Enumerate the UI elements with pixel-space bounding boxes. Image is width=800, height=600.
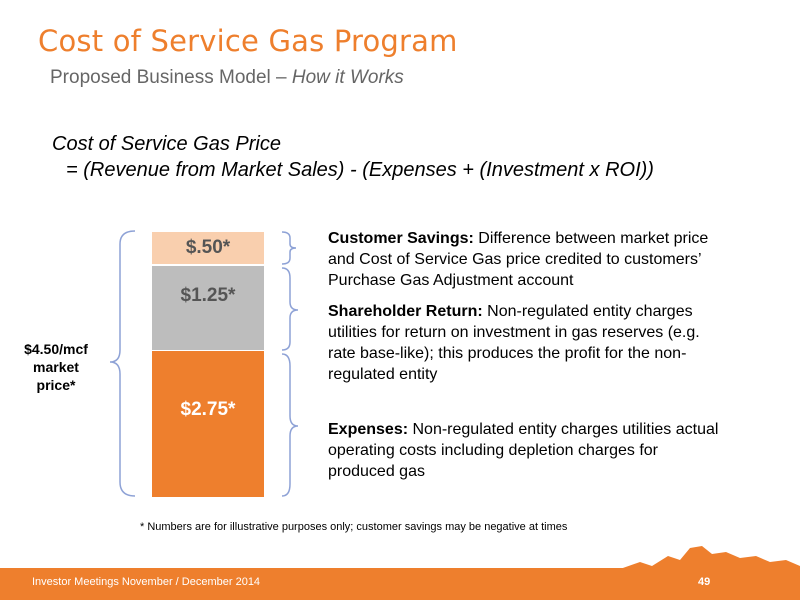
- expenses-text: Non-regulated entity charges utilities a…: [328, 421, 719, 480]
- expenses-value: $2.75*: [180, 399, 236, 420]
- bar-segment-savings: $.50*: [152, 232, 264, 264]
- return-brace: [281, 267, 299, 351]
- savings-heading: Customer Savings:: [328, 230, 474, 247]
- subtitle-main: Proposed Business Model –: [50, 67, 292, 88]
- formula-line-1: Cost of Service Gas Price: [52, 133, 281, 155]
- savings-description: Customer Savings: Difference between mar…: [328, 228, 728, 291]
- footer-text: Investor Meetings November / December 20…: [32, 576, 261, 588]
- savings-brace: [281, 231, 297, 265]
- formula-line-2: = (Revenue from Market Sales) - (Expense…: [66, 159, 654, 181]
- savings-text: Difference between market price and Cost…: [328, 230, 709, 289]
- return-description: Shareholder Return: Non-regulated entity…: [328, 301, 728, 385]
- footer-mountain-decoration: [620, 546, 800, 569]
- savings-value: $.50*: [185, 237, 231, 258]
- bar-segment-expenses: $2.75*: [152, 351, 264, 497]
- return-heading: Shareholder Return:: [328, 303, 483, 320]
- expenses-description: Expenses: Non-regulated entity charges u…: [328, 419, 728, 482]
- slide-subtitle: Proposed Business Model – How it Works: [50, 67, 404, 89]
- page-number: 49: [698, 576, 711, 588]
- subtitle-italic: How it Works: [291, 67, 404, 88]
- expenses-brace: [281, 353, 299, 497]
- left-brace: [109, 230, 136, 497]
- expenses-heading: Expenses:: [328, 421, 409, 438]
- bar-segment-return: $1.25*: [152, 266, 264, 350]
- return-value: $1.25*: [180, 285, 236, 306]
- return-text: Non-regulated entity charges utilities f…: [328, 303, 700, 383]
- market-price-label: $4.50/mcf market price*: [24, 341, 88, 393]
- formula: Cost of Service Gas Price = (Revenue fro…: [52, 131, 654, 183]
- footer-bar: [0, 568, 800, 600]
- slide-title: Cost of Service Gas Program: [38, 24, 458, 58]
- footnote: * Numbers are for illustrative purposes …: [140, 521, 568, 533]
